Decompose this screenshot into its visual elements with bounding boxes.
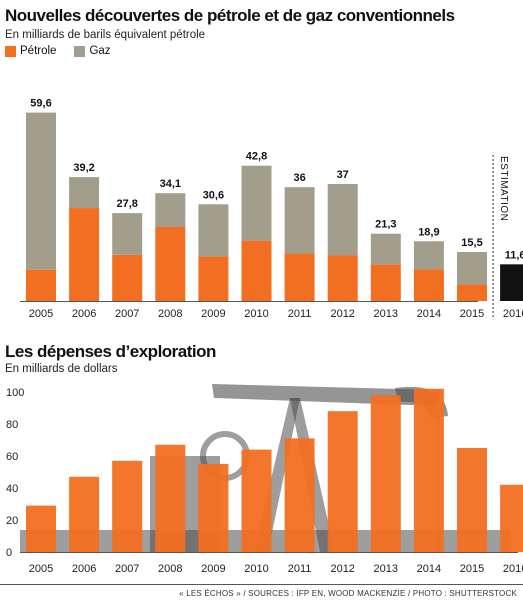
bar-exploration-2016 xyxy=(500,484,523,552)
x-tick-label-2013: 2013 xyxy=(374,563,398,575)
bar-exploration-2009 xyxy=(198,464,229,552)
bottom-rule xyxy=(0,584,523,585)
x-tick-label-2007: 2007 xyxy=(115,563,139,575)
bar-petrole-2011 xyxy=(284,253,315,301)
bar-exploration-2010 xyxy=(241,449,272,552)
y-tick-label-100: 100 xyxy=(6,387,24,399)
bar-exploration-2008 xyxy=(155,444,186,552)
chart1-legend: Pétrole Gaz xyxy=(5,45,129,57)
y-tick-label-0: 0 xyxy=(6,547,12,559)
bar-exploration-2012 xyxy=(327,411,358,552)
source-footer: « LES ÉCHOS » / SOURCES : IFP EN, WOOD M… xyxy=(179,589,517,598)
bar-petrole-2008 xyxy=(155,227,186,301)
bar-total-label-2007: 27,8 xyxy=(116,198,137,210)
x-tick-label-2006: 2006 xyxy=(72,563,96,575)
bar-petrole-2009 xyxy=(198,256,229,301)
x-tick-label-2011: 2011 xyxy=(288,308,312,320)
bar-gaz-2008 xyxy=(155,193,186,228)
legend-swatch-gaz xyxy=(74,45,86,57)
bar-total-label-2005: 59,6 xyxy=(30,98,51,110)
bar-total-label-2016: 11,6 xyxy=(505,249,523,261)
bar-gaz-2006 xyxy=(69,177,100,209)
x-tick-label-2009: 2009 xyxy=(201,308,225,320)
x-tick-label-2005: 2005 xyxy=(29,563,53,575)
legend-swatch-petrole xyxy=(5,45,16,57)
legend-label-gaz: Gaz xyxy=(89,45,111,57)
chart2-plot: 0 20 40 60 80 100 2005 2006 2007 2008 2009 2010 2011… xyxy=(6,384,523,575)
y-tick-label-60: 60 xyxy=(6,451,18,463)
chart1-plot: 59,6 2005 39,2 2006 27,8 2007 34,1 2008 30,6 2009… xyxy=(20,98,523,320)
bar-gaz-2012 xyxy=(327,184,358,256)
bar-gaz-2011 xyxy=(284,187,315,254)
x-tick-label-2010: 2010 xyxy=(244,308,268,320)
x-tick-label-2009: 2009 xyxy=(201,563,225,575)
bar-petrole-2005 xyxy=(26,269,56,301)
bar-petrole-2015 xyxy=(457,284,487,301)
x-tick-label-2016: 2016 xyxy=(503,308,523,320)
bar-gaz-2013 xyxy=(370,233,401,265)
legend-label-petrole: Pétrole xyxy=(20,45,57,57)
chart2-title: Les dépenses d’exploration xyxy=(5,342,216,361)
x-tick-label-2008: 2008 xyxy=(158,308,182,320)
bar-gaz-2014 xyxy=(413,241,444,270)
legend-item-petrole: Pétrole xyxy=(5,45,56,57)
x-tick-label-2007: 2007 xyxy=(115,308,139,320)
chart1-title: Nouvelles découvertes de pétrole et de g… xyxy=(5,6,455,25)
bar-gaz-2015 xyxy=(457,252,487,285)
x-tick-label-2012: 2012 xyxy=(330,308,354,320)
y-tick-label-20: 20 xyxy=(6,515,18,527)
legend-item-gaz: Gaz xyxy=(74,45,111,57)
bar-exploration-2006 xyxy=(69,476,100,552)
bar-exploration-2013 xyxy=(370,395,401,552)
x-tick-label-2014: 2014 xyxy=(417,563,441,575)
bar-total-label-2006: 39,2 xyxy=(73,162,94,174)
x-tick-label-2014: 2014 xyxy=(417,308,441,320)
bar-total-label-2009: 30,6 xyxy=(203,189,224,201)
bar-gaz-2009 xyxy=(198,204,229,257)
bar-petrole-2006 xyxy=(69,208,100,301)
bar-petrole-2014 xyxy=(413,269,444,301)
bar-petrole-2012 xyxy=(327,255,358,301)
y-tick-label-40: 40 xyxy=(6,483,18,495)
bar-total-label-2014: 18,9 xyxy=(418,226,439,238)
bar-petrole-2013 xyxy=(370,264,401,301)
chart2-subtitle: En milliards de dollars xyxy=(5,363,118,375)
bar-exploration-2011 xyxy=(284,438,315,552)
x-tick-label-2011: 2011 xyxy=(288,563,312,575)
x-tick-label-2006: 2006 xyxy=(72,308,96,320)
bar-gaz-2007 xyxy=(112,213,143,255)
bar-petrole-2010 xyxy=(241,240,272,301)
x-tick-label-2008: 2008 xyxy=(158,563,182,575)
x-tick-label-2016: 2016 xyxy=(503,563,523,575)
bar-total-label-2015: 15,5 xyxy=(461,237,482,249)
bar-estimation-2016 xyxy=(500,264,523,301)
bar-total-label-2012: 37 xyxy=(337,169,349,181)
bar-gaz-2010 xyxy=(241,165,272,241)
bar-total-label-2008: 34,1 xyxy=(160,178,181,190)
bar-exploration-2015 xyxy=(457,448,487,552)
x-tick-label-2012: 2012 xyxy=(330,563,354,575)
bar-gaz-2005 xyxy=(26,112,56,270)
bar-exploration-2005 xyxy=(26,505,56,552)
y-tick-label-80: 80 xyxy=(6,419,18,431)
bar-petrole-2007 xyxy=(112,254,143,301)
chart1-subtitle: En milliards de barils équivalent pétrol… xyxy=(5,29,206,41)
bar-exploration-2007 xyxy=(112,460,143,552)
bar-exploration-2014 xyxy=(413,388,444,552)
x-tick-label-2015: 2015 xyxy=(460,308,484,320)
x-tick-label-2010: 2010 xyxy=(244,563,268,575)
x-tick-label-2015: 2015 xyxy=(460,563,484,575)
x-tick-label-2005: 2005 xyxy=(29,308,53,320)
bar-total-label-2011: 36 xyxy=(293,172,305,184)
bar-total-label-2013: 21,3 xyxy=(375,219,396,231)
x-tick-label-2013: 2013 xyxy=(374,308,398,320)
bar-total-label-2010: 42,8 xyxy=(246,151,267,163)
estimation-label: ESTIMATION xyxy=(498,156,509,221)
